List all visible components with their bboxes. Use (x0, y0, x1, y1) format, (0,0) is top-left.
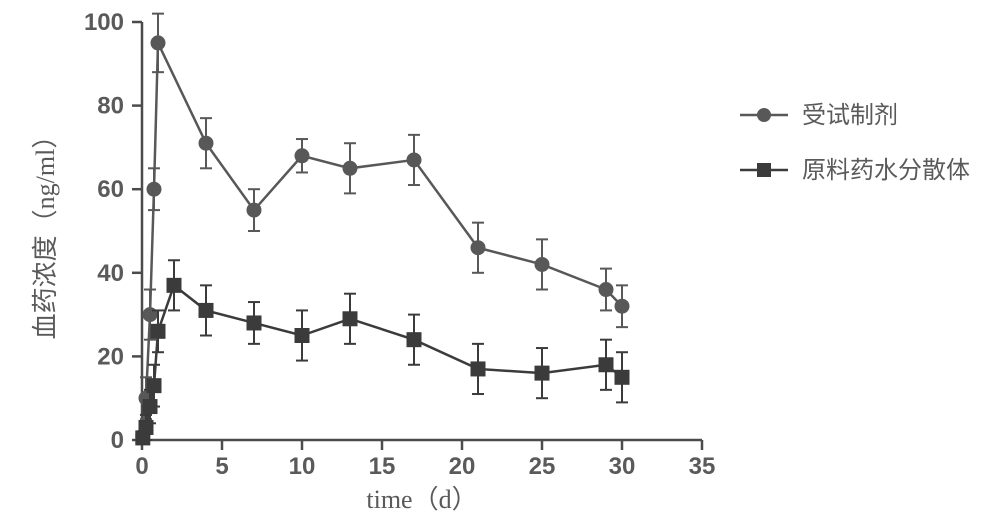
data-point (615, 370, 629, 384)
legend-marker-circle-icon (757, 108, 771, 122)
data-point (599, 283, 613, 297)
data-point (199, 136, 213, 150)
data-point (199, 303, 213, 317)
data-point (407, 153, 421, 167)
y-tick-label: 100 (84, 9, 124, 36)
y-tick-label: 40 (97, 260, 124, 287)
x-tick-label: 20 (449, 453, 476, 480)
x-tick-label: 35 (689, 453, 716, 480)
data-point (151, 324, 165, 338)
x-tick-label: 5 (215, 453, 228, 480)
data-point (535, 257, 549, 271)
chart-container: 0 5 10 15 20 25 30 35 time（d） 0 20 40 60 80 100 血药浓度（ng… (0, 0, 1000, 527)
data-point (247, 316, 261, 330)
series-line-test (143, 43, 622, 436)
data-point (295, 329, 309, 343)
data-point (147, 379, 161, 393)
data-point (615, 299, 629, 313)
data-point (471, 362, 485, 376)
series-line-api (143, 285, 622, 438)
data-point (247, 203, 261, 217)
y-axis-label: 血药浓度（ng/ml） (31, 123, 60, 340)
x-tick-label: 25 (529, 453, 556, 480)
x-tick-label: 15 (369, 453, 396, 480)
data-point (295, 149, 309, 163)
data-point (599, 358, 613, 372)
y-tick-label: 0 (111, 427, 124, 454)
data-point (167, 278, 181, 292)
data-point (151, 36, 165, 50)
data-point (343, 312, 357, 326)
y-tick-label: 60 (97, 176, 124, 203)
x-tick-label: 0 (135, 453, 148, 480)
legend-marker-square-icon (757, 163, 771, 177)
x-tick-label: 30 (609, 453, 636, 480)
x-tick-label: 10 (289, 453, 316, 480)
legend-label: 原料药水分散体 (802, 157, 970, 184)
legend-label: 受试制剂 (802, 102, 898, 129)
data-point (407, 333, 421, 347)
x-axis-label: time（d） (366, 485, 477, 514)
data-point (343, 161, 357, 175)
y-tick-label: 20 (97, 343, 124, 370)
data-point (471, 241, 485, 255)
data-point (147, 182, 161, 196)
data-point (535, 366, 549, 380)
y-tick-label: 80 (97, 93, 124, 120)
pk-chart: 0 5 10 15 20 25 30 35 time（d） 0 20 40 60 80 100 血药浓度（ng… (0, 0, 1000, 527)
